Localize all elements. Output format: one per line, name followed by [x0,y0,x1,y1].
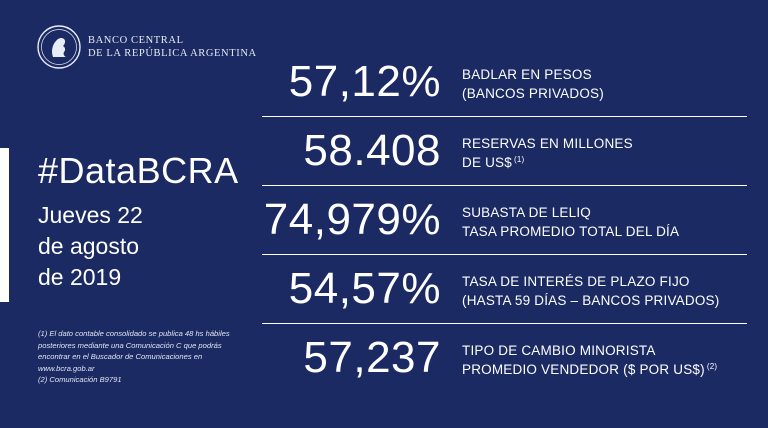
stat-value: 57,12% [288,57,441,106]
stat-label: SUBASTA DE LELIQ TASA PROMEDIO TOTAL DEL… [462,203,679,241]
stat-label-line2: (HASTA 59 DÍAS – BANCOS PRIVADOS) [462,293,720,308]
stat-value: 54,57% [288,264,441,313]
stats-list: 57,12% BADLAR EN PESOS (BANCOS PRIVADOS)… [262,48,747,392]
footnote-line4: www.bcra.gob.ar [38,363,95,373]
stat-row-leliq: 74,979% SUBASTA DE LELIQ TASA PROMEDIO T… [262,186,747,255]
stat-label: BADLAR EN PESOS (BANCOS PRIVADOS) [462,65,604,103]
stat-row-tipo-cambio: 57,237 TIPO DE CAMBIO MINORISTA PROMEDIO… [262,324,747,392]
footnote-ref: (2) [706,361,718,371]
hashtag-title: #DataBCRA [38,150,239,191]
stat-label-line1: BADLAR EN PESOS [462,67,592,82]
stat-label-line1: SUBASTA DE LELIQ [462,205,591,220]
brand-name-line2: DE LA REPÚBLICA ARGENTINA [88,48,257,59]
footnote-ref: (1) [513,154,525,164]
date-line1: Jueves 22 [38,202,143,228]
stat-label: RESERVAS EN MILLONES DE US$ (1) [462,134,633,172]
bcra-logo: BANCO CENTRAL DE LA REPÚBLICA ARGENTINA [36,24,257,70]
stat-label-line2-text: PROMEDIO VENDEDOR ($ POR US$) [462,362,705,377]
accent-bar [0,148,9,302]
brand-name-line1: BANCO CENTRAL [88,35,184,46]
stat-label-line1: TASA DE INTERÉS DE PLAZO FIJO [462,274,690,289]
stat-label-line2: DE US$ (1) [462,153,633,172]
footnote-line3: encontrar en el Buscador de Comunicacion… [38,352,203,362]
footnote-line2: posteriores mediante una Comunicación C … [38,340,222,350]
stat-label-line2: (BANCOS PRIVADOS) [462,86,604,101]
stat-value: 57,237 [303,333,441,382]
stat-value: 74,979% [263,195,441,244]
stat-row-reservas: 58.408 RESERVAS EN MILLONES DE US$ (1) [262,117,747,186]
stat-label-line1: RESERVAS EN MILLONES [462,136,633,151]
stat-label-line1: TIPO DE CAMBIO MINORISTA [462,343,656,358]
footnote-line1: (1) El dato contable consolidado se publ… [38,329,230,338]
footnote-line5: (2) Comunicación B9791 [38,375,122,385]
bcra-seal-icon [37,25,81,69]
stat-label-line2: PROMEDIO VENDEDOR ($ POR US$) (2) [462,360,717,379]
stat-row-badlar: 57,12% BADLAR EN PESOS (BANCOS PRIVADOS) [262,48,747,117]
footnotes: (1) El dato contable consolidado se publ… [38,328,243,386]
stat-label-line2: TASA PROMEDIO TOTAL DEL DÍA [462,224,680,239]
stat-label-line2-text: DE US$ [462,155,512,170]
stat-value: 58.408 [303,126,441,175]
date-line2: de agosto [38,233,140,259]
stat-row-plazo-fijo: 54,57% TASA DE INTERÉS DE PLAZO FIJO (HA… [262,255,747,324]
date-block: Jueves 22 de agosto de 2019 [38,200,143,293]
stat-label: TIPO DE CAMBIO MINORISTA PROMEDIO VENDED… [462,341,717,379]
stat-label: TASA DE INTERÉS DE PLAZO FIJO (HASTA 59 … [462,272,719,310]
date-line3: de 2019 [38,264,122,290]
